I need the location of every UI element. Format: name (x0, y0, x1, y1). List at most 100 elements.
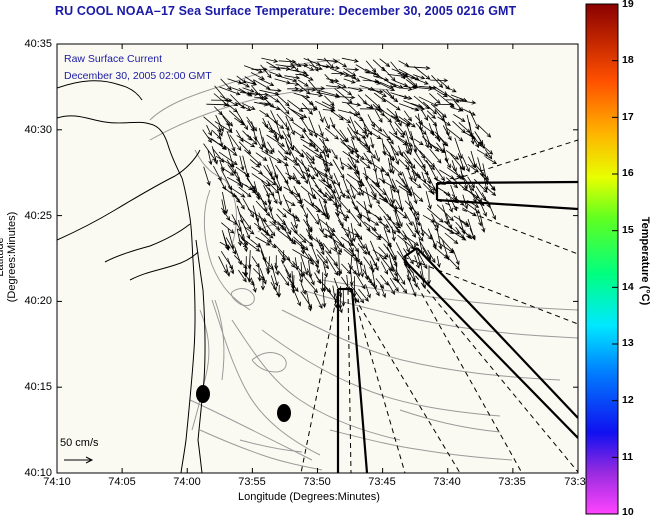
current-vector (301, 149, 315, 165)
current-vector (414, 78, 429, 85)
current-vector (282, 194, 292, 214)
current-vector (277, 208, 287, 218)
page-title: RU COOL NOAA–17 Sea Surface Temperature:… (55, 4, 517, 18)
current-vector (292, 213, 298, 230)
colorbar-tick-label: 15 (622, 224, 634, 236)
current-vector (206, 124, 212, 137)
current-vector (349, 110, 365, 122)
current-vector (374, 80, 396, 91)
current-vector (479, 214, 486, 233)
current-vector (289, 190, 302, 205)
x-tick-label: 74:05 (108, 476, 136, 488)
current-vector (238, 269, 247, 283)
current-vector (378, 177, 396, 189)
current-vector (323, 205, 329, 219)
current-vector (451, 165, 461, 179)
current-vector (389, 162, 403, 176)
current-vector (261, 150, 282, 164)
current-vector (428, 176, 438, 196)
current-vector (343, 178, 350, 195)
current-vector (325, 166, 333, 180)
current-vector (404, 142, 410, 155)
current-vector (285, 122, 291, 139)
current-vector (242, 80, 258, 86)
current-vector (285, 115, 295, 136)
colorbar-tick-label: 10 (622, 506, 634, 518)
current-vector (347, 123, 361, 143)
current-vector (451, 194, 465, 206)
current-vector (300, 255, 309, 276)
current-vector (293, 236, 309, 251)
colorbar-tick-label: 17 (622, 111, 634, 123)
current-vector (335, 201, 340, 217)
current-vector (298, 270, 303, 284)
current-vector (444, 254, 460, 271)
current-vector (287, 235, 296, 245)
current-vector (355, 233, 365, 250)
current-vector (422, 214, 436, 223)
current-timestamp: December 30, 2005 02:00 GMT (64, 70, 212, 82)
current-vector (379, 58, 391, 68)
current-vector (301, 87, 317, 92)
current-vector (413, 138, 424, 146)
current-vector (318, 110, 324, 123)
current-vector (206, 102, 229, 107)
current-vector (338, 199, 351, 214)
current-vector (467, 199, 480, 208)
current-vector (315, 262, 320, 275)
current-vector (403, 110, 413, 122)
current-vector (409, 201, 420, 221)
current-vector (314, 166, 326, 183)
current-vector (332, 58, 348, 68)
current-vector (247, 134, 258, 145)
current-vector (382, 150, 396, 161)
current-vector (333, 277, 342, 298)
current-vector (338, 114, 352, 124)
current-vector (391, 226, 396, 242)
current-vector (269, 127, 285, 140)
current-vector (450, 198, 458, 212)
current-vector (332, 285, 338, 309)
current-vector (370, 191, 380, 205)
current-vector (386, 246, 398, 268)
current-vector (330, 247, 342, 255)
current-vector (387, 243, 397, 260)
current-vector (370, 137, 375, 149)
current-vector (356, 215, 371, 232)
current-vector (388, 152, 395, 175)
current-vector (318, 124, 324, 138)
current-vector (284, 75, 301, 80)
current-vector (250, 72, 266, 80)
current-vector (305, 220, 313, 232)
current-vector (347, 74, 361, 82)
current-vector (457, 153, 466, 172)
current-vector (413, 192, 424, 203)
current-vector (422, 247, 431, 262)
current-vector (444, 232, 459, 245)
current-vector (235, 194, 245, 210)
current-vector (316, 248, 329, 264)
current-vector (260, 64, 272, 79)
current-vector (266, 141, 275, 153)
current-vector (381, 96, 401, 111)
current-vector (299, 261, 304, 279)
current-vector (390, 145, 400, 166)
current-vector (339, 191, 351, 199)
current-vector (394, 277, 408, 294)
current-vector (357, 243, 368, 255)
current-vector (287, 106, 305, 120)
current-vector (294, 149, 305, 158)
current-vector (371, 283, 380, 297)
current-vector (318, 239, 325, 251)
current-vector (395, 135, 414, 147)
current-vector (364, 144, 376, 160)
current-vector (333, 192, 340, 210)
current-vector (431, 213, 439, 229)
current-vector (345, 274, 351, 292)
current-vector (341, 226, 360, 238)
current-vector (371, 227, 382, 239)
current-vector (220, 167, 235, 176)
current-vector (363, 127, 382, 140)
current-vector (462, 108, 476, 116)
current-vector (403, 248, 414, 265)
